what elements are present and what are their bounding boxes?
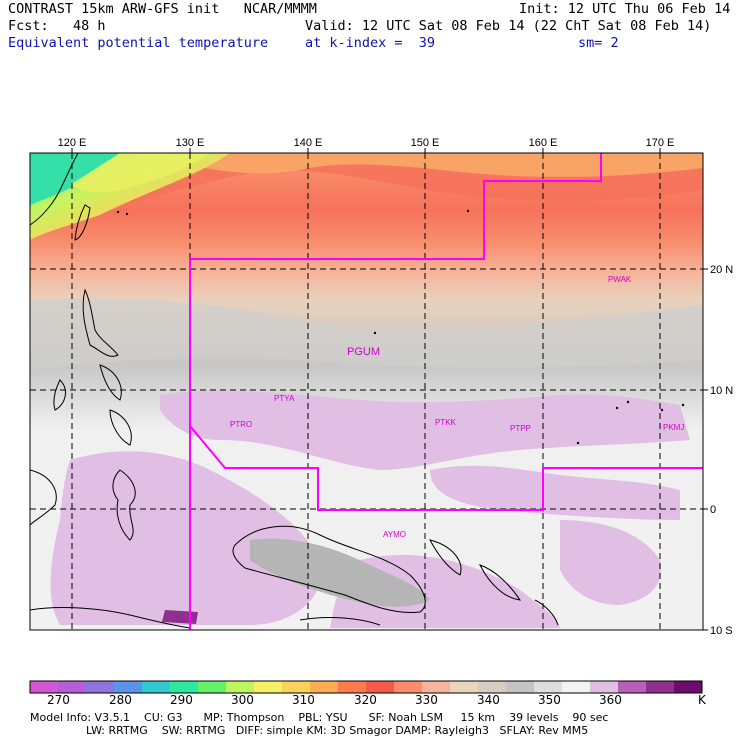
station-ptkk: PTKK bbox=[435, 418, 457, 427]
model-info-line1: Model Info: V3.5.1 CU: G3 MP: Thompson P… bbox=[30, 711, 609, 724]
colorbar-swatch bbox=[366, 681, 395, 693]
colorbar-swatch bbox=[534, 681, 563, 693]
colorbar-swatch bbox=[170, 681, 199, 693]
colorbar-swatch bbox=[618, 681, 647, 693]
station-pkmj: PKMJ bbox=[663, 423, 684, 432]
colorbar-label-350: 350 bbox=[538, 693, 561, 707]
axis-ticks bbox=[71, 148, 708, 631]
lat-label-10s: 10 S bbox=[710, 625, 733, 637]
colorbar-label-300: 300 bbox=[231, 693, 254, 707]
colorbar-swatch bbox=[338, 681, 367, 693]
colorbar-swatch bbox=[394, 681, 423, 693]
colorbar-swatch bbox=[30, 681, 59, 693]
colorbar-label-340: 340 bbox=[477, 693, 500, 707]
colorbar-swatch bbox=[674, 681, 703, 693]
field-shading bbox=[30, 153, 703, 630]
level-index: at k-index = 39 bbox=[305, 35, 436, 51]
colorbar-swatch bbox=[310, 681, 339, 693]
colorbar-swatch bbox=[86, 681, 115, 693]
colorbar-label-280: 280 bbox=[109, 693, 132, 707]
colorbar bbox=[29, 680, 703, 694]
colorbar-swatch bbox=[226, 681, 255, 693]
model-info-line2: LW: RRTMG SW: RRTMG DIFF: simple KM: 3D … bbox=[30, 724, 589, 737]
lon-label-170e: 170 E bbox=[646, 137, 675, 149]
coastlines bbox=[30, 153, 559, 629]
station-ptro: PTRO bbox=[230, 420, 252, 429]
colorbar-swatch bbox=[114, 681, 143, 693]
lat-label-0: 0 bbox=[710, 504, 716, 516]
colorbar-label-270: 270 bbox=[47, 693, 70, 707]
lon-label-160e: 160 E bbox=[529, 137, 558, 149]
colorbar-label-310: 310 bbox=[292, 693, 315, 707]
forecast-hour: Fcst: 48 h bbox=[8, 18, 106, 34]
colorbar-unit: K bbox=[698, 693, 706, 707]
map-frame bbox=[29, 152, 704, 631]
lon-label-140e: 140 E bbox=[294, 137, 323, 149]
colorbar-swatch bbox=[254, 681, 283, 693]
lon-label-150e: 150 E bbox=[411, 137, 440, 149]
station-aymo: AYMO bbox=[383, 530, 406, 539]
station-pgum: PGUM bbox=[347, 346, 380, 358]
station-ptya: PTYA bbox=[274, 394, 295, 403]
islands bbox=[116, 209, 685, 445]
colorbar-swatch bbox=[646, 681, 675, 693]
colorbar-label-320: 320 bbox=[354, 693, 377, 707]
colorbar-swatch bbox=[478, 681, 507, 693]
colorbar-swatch bbox=[506, 681, 535, 693]
valid-time: Valid: 12 UTC Sat 08 Feb 14 (22 ChT Sat … bbox=[305, 18, 712, 34]
colorbar-label-360: 360 bbox=[599, 693, 622, 707]
colorbar-swatch bbox=[590, 681, 619, 693]
colorbar-label-330: 330 bbox=[415, 693, 438, 707]
grid-lines bbox=[30, 153, 703, 630]
lat-label-20n: 20 N bbox=[710, 264, 733, 276]
lat-label-10n: 10 N bbox=[710, 385, 733, 397]
station-pwak: PWAK bbox=[608, 275, 632, 284]
colorbar-swatch bbox=[198, 681, 227, 693]
colorbar-swatch bbox=[282, 681, 311, 693]
colorbar-swatch bbox=[422, 681, 451, 693]
station-ptpp: PTPP bbox=[510, 424, 531, 433]
model-title: CONTRAST 15km ARW-GFS init NCAR/MMMM bbox=[8, 1, 317, 17]
colorbar-frame bbox=[29, 680, 703, 694]
colorbar-swatch bbox=[142, 681, 171, 693]
init-time: Init: 12 UTC Thu 06 Feb 14 bbox=[519, 1, 731, 17]
lon-label-120e: 120 E bbox=[58, 137, 87, 149]
region-boundary bbox=[189, 153, 703, 630]
colorbar-swatch bbox=[562, 681, 591, 693]
colorbar-swatch bbox=[450, 681, 479, 693]
field-name: Equivalent potential temperature bbox=[8, 35, 269, 51]
lon-label-130e: 130 E bbox=[176, 137, 205, 149]
smoothing: sm= 2 bbox=[578, 35, 619, 51]
colorbar-swatch bbox=[58, 681, 87, 693]
colorbar-label-290: 290 bbox=[170, 693, 193, 707]
